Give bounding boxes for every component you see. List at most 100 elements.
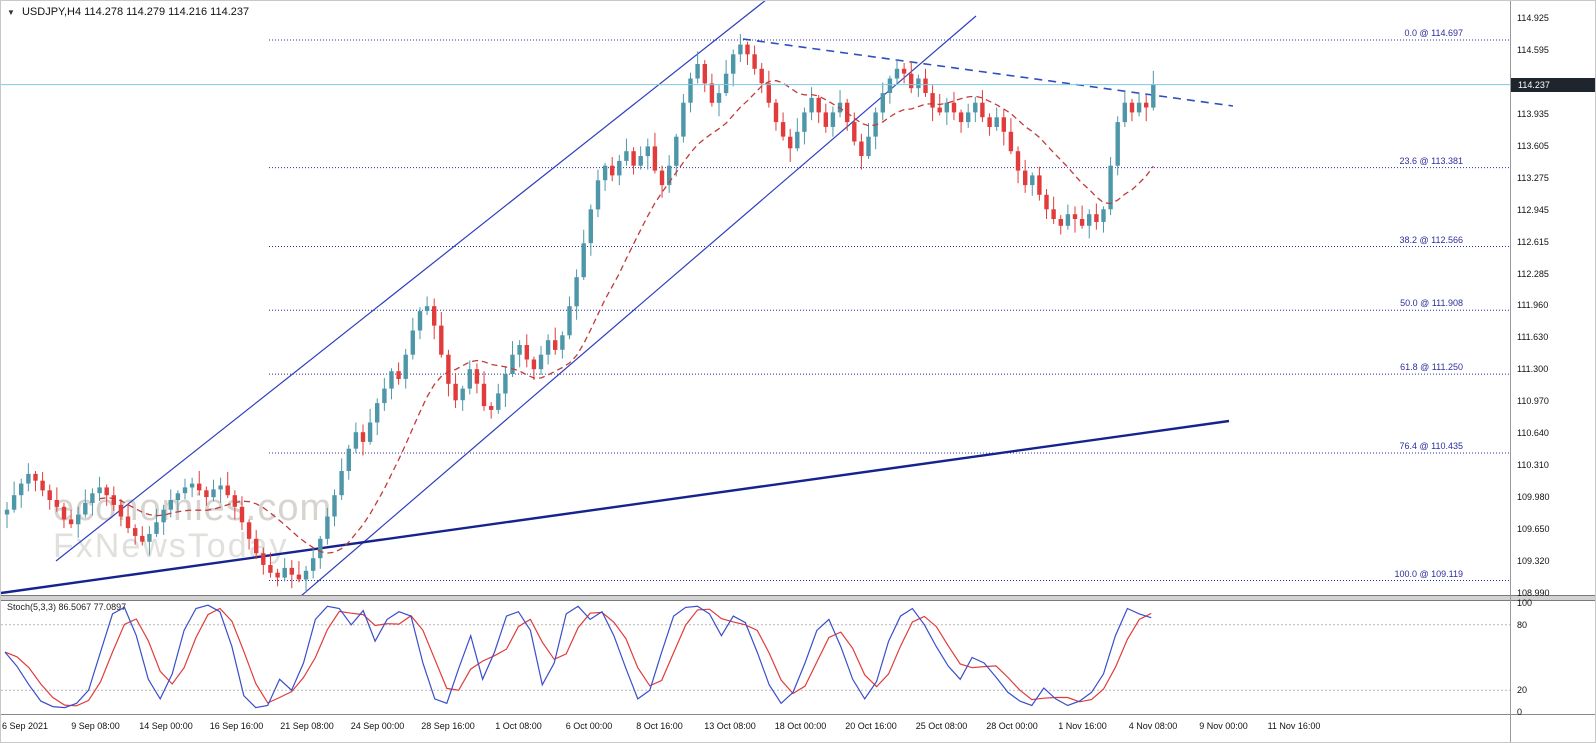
candle-body [26, 473, 31, 484]
candle-body [346, 448, 351, 471]
candle-body [1072, 214, 1078, 219]
candle-body [474, 369, 480, 384]
candle-body [795, 131, 800, 149]
candle-body [204, 490, 209, 498]
axis-border [1510, 1, 1511, 742]
candle-body [702, 64, 707, 84]
candle-body [325, 516, 330, 539]
stochastic-axis[interactable]: 100 80 20 0 [1513, 598, 1595, 717]
price-axis-label: 109.980 [1517, 492, 1550, 503]
candle-body [553, 340, 558, 350]
price-axis-label: 113.935 [1517, 108, 1549, 119]
candle-body [560, 335, 565, 350]
candle-body [773, 102, 779, 123]
candle-body [731, 54, 736, 74]
time-axis-label: 13 Oct 08:00 [704, 721, 756, 731]
time-axis-label: 24 Sep 00:00 [350, 721, 405, 731]
candle-body [19, 483, 24, 496]
time-axis[interactable]: 6 Sep 2021 9 Sep 08:00 14 Sep 00:00 16 Sep … [1, 715, 1595, 742]
stochastic-panel[interactable] [1, 601, 1511, 714]
candle-body [382, 388, 387, 404]
candle-body [901, 68, 907, 74]
moving-average-line [99, 79, 1154, 554]
price-axis-label: 112.945 [1517, 204, 1549, 215]
candle-body [353, 432, 359, 449]
candle-body [481, 383, 487, 407]
price-chart-canvas[interactable] [1, 1, 1511, 595]
candle-body [147, 534, 152, 542]
candle-body [852, 122, 857, 142]
price-axis[interactable]: 114.925 114.595 113.935 113.605 113.275 112.9… [1513, 1, 1595, 598]
candle-body [966, 112, 971, 123]
candle-body [1001, 117, 1006, 132]
stochastic-values: 86.5067 77.0897 [58, 602, 127, 612]
candle-body [1144, 102, 1149, 108]
candle-body [567, 306, 572, 336]
candle-body [951, 102, 957, 113]
current-price-badge: 114.237 [1511, 77, 1595, 92]
candle-body [175, 493, 181, 501]
candle-body [659, 170, 665, 186]
candle-body [403, 354, 408, 379]
candle-body [645, 146, 650, 157]
candle-body [489, 406, 494, 410]
candle-body [503, 374, 508, 394]
candle-body [1101, 209, 1106, 222]
candle-body [1136, 102, 1142, 113]
candle-body [296, 574, 302, 580]
candle-body [788, 136, 793, 149]
candle-body [303, 570, 309, 580]
quote-ohlc: 114.278 114.279 114.216 114.237 [84, 6, 250, 18]
long-support-trendline[interactable] [1, 419, 1230, 595]
candle-body [275, 572, 280, 578]
stoch-axis-label: 20 [1517, 685, 1528, 696]
time-axis-label: 4 Nov 08:00 [1128, 721, 1178, 731]
candle-body [239, 506, 245, 523]
candle-body [332, 495, 337, 517]
candle-body [246, 522, 252, 539]
candle-body [467, 369, 472, 389]
candle-body [545, 340, 551, 355]
candle-body [367, 422, 373, 442]
channel-trendline-right[interactable] [301, 15, 977, 595]
candle-body [1044, 194, 1049, 210]
candle-body [1094, 214, 1099, 222]
candle-body [631, 151, 636, 166]
candle-body [880, 93, 885, 113]
candle-body [1037, 175, 1042, 195]
time-axis-label: 21 Sep 08:00 [280, 721, 334, 731]
stochastic-canvas[interactable] [1, 601, 1511, 714]
channel-trendline-left[interactable] [55, 1, 771, 562]
candle-body [424, 306, 430, 311]
price-axis-label: 109.650 [1517, 524, 1550, 535]
candle-body [581, 243, 586, 278]
candle-body [738, 44, 743, 55]
candle-body [453, 383, 458, 401]
candle-body [510, 354, 515, 375]
candle-body [830, 112, 836, 127]
candle-body [681, 102, 686, 137]
candle-body [588, 209, 593, 244]
candle-body [1087, 214, 1092, 226]
candle-body [360, 432, 366, 442]
price-axis-label: 110.310 [1517, 460, 1549, 471]
candle-body [802, 112, 807, 132]
candle-body [816, 97, 821, 113]
candle-body [47, 490, 52, 500]
candle-body [154, 522, 159, 534]
stoch-axis-label: 100 [1517, 598, 1533, 608]
candle-body [695, 64, 700, 79]
time-axis-label: 6 Sep 2021 [1, 721, 49, 731]
candle-body [752, 54, 757, 69]
price-axis-label: 110.970 [1517, 396, 1549, 407]
candle-body [780, 122, 786, 137]
candle-body [944, 102, 949, 113]
time-axis-label: 11 Nov 16:00 [1267, 721, 1321, 731]
candle-body [33, 473, 38, 481]
candle-body [1065, 214, 1071, 226]
candle-body [261, 553, 266, 565]
candle-body [339, 471, 344, 496]
panel-separator[interactable] [1, 595, 1595, 601]
time-axis-label: 1 Oct 08:00 [495, 721, 542, 731]
time-axis-label: 16 Sep 16:00 [209, 721, 264, 731]
